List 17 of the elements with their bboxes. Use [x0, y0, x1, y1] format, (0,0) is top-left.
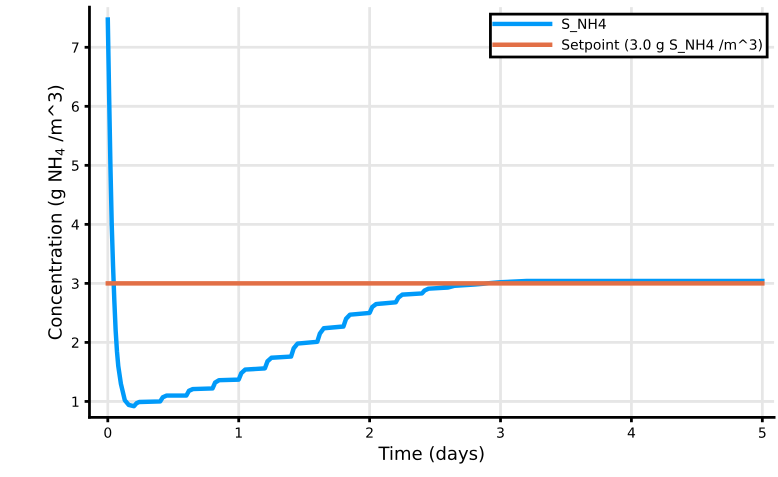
y-tick-label: 7 [72, 42, 79, 53]
y-tick-label: 4 [72, 220, 79, 230]
x-tick-label: 4 [628, 428, 636, 438]
y-tick-label: 2 [72, 337, 78, 348]
y-tick-label: 1 [72, 396, 78, 407]
x-axis-title: Time (days) [378, 446, 484, 464]
y-tick-label: 3 [72, 278, 79, 289]
y-tick-label: 6 [72, 101, 79, 112]
legend-label: Setpoint (3.0 g S_NH4 /m^3) [562, 39, 762, 53]
x-tick-label: 0 [104, 427, 112, 438]
x-tick-label: 3 [497, 427, 504, 438]
x-tick-label: 1 [236, 428, 242, 438]
y-axis-title: Concentration (g NH$_{4}$ /m^3) [48, 86, 66, 340]
x-tick-label: 2 [366, 427, 373, 438]
legend-label: S_NH4 [562, 18, 606, 32]
y-tick-label: 5 [72, 160, 79, 171]
x-tick-label: 5 [758, 428, 766, 438]
